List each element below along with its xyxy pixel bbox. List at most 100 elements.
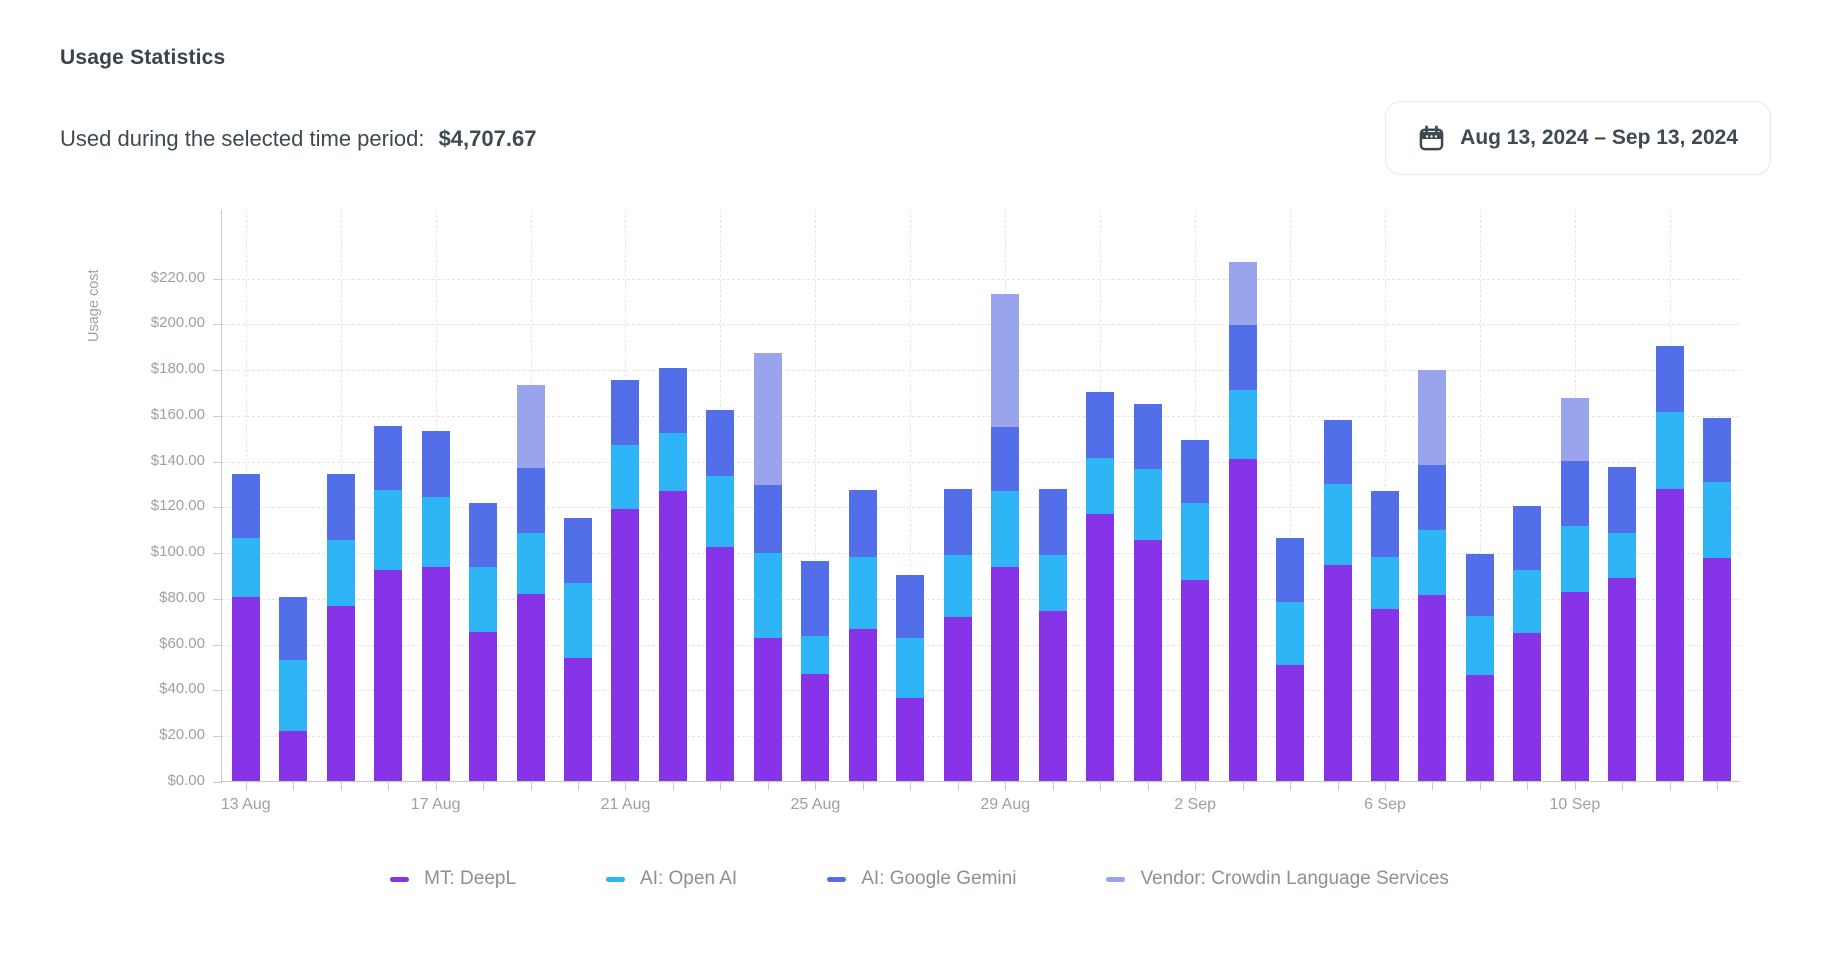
bar-segment-20-Aug[interactable] xyxy=(564,518,593,583)
bar-segment-18-Aug[interactable] xyxy=(469,632,498,781)
date-range-picker-button[interactable]: Aug 13, 2024 – Sep 13, 2024 xyxy=(1385,101,1771,175)
bar-segment-25-Aug[interactable] xyxy=(801,636,830,674)
bar-segment-9-Sep[interactable] xyxy=(1513,506,1542,570)
bar-segment-26-Aug[interactable] xyxy=(848,556,877,629)
bar-segment-13-Sep[interactable] xyxy=(1703,418,1732,483)
bar-segment-5-Sep[interactable] xyxy=(1323,419,1352,484)
bar-segment-8-Sep[interactable] xyxy=(1465,616,1494,676)
bar-segment-6-Sep[interactable] xyxy=(1370,608,1399,781)
bar-segment-23-Aug[interactable] xyxy=(706,410,735,476)
bar-segment-16-Aug[interactable] xyxy=(374,490,403,571)
legend-item[interactable]: AI: Open AI xyxy=(606,868,737,890)
bar-segment-17-Aug[interactable] xyxy=(421,430,450,497)
bar-segment-17-Aug[interactable] xyxy=(421,496,450,568)
bar-segment-20-Aug[interactable] xyxy=(564,658,593,781)
bar-segment-13-Aug[interactable] xyxy=(231,538,260,597)
bar-segment-5-Sep[interactable] xyxy=(1323,564,1352,781)
bar-segment-1-Sep[interactable] xyxy=(1133,539,1162,781)
bar-segment-7-Sep[interactable] xyxy=(1418,370,1447,465)
bar-segment-4-Sep[interactable] xyxy=(1276,602,1305,666)
bar-segment-25-Aug[interactable] xyxy=(801,560,830,637)
bar-segment-14-Aug[interactable] xyxy=(279,731,308,781)
bar-segment-26-Aug[interactable] xyxy=(848,628,877,781)
bar-segment-28-Aug[interactable] xyxy=(943,554,972,617)
bar-segment-29-Aug[interactable] xyxy=(991,567,1020,781)
bar-segment-24-Aug[interactable] xyxy=(753,352,782,485)
bar-segment-3-Sep[interactable] xyxy=(1228,458,1257,781)
bar-segment-21-Aug[interactable] xyxy=(611,444,640,509)
bar-segment-12-Sep[interactable] xyxy=(1655,411,1684,489)
bar-segment-21-Aug[interactable] xyxy=(611,508,640,781)
bar-segment-19-Aug[interactable] xyxy=(516,594,545,781)
bar-segment-9-Sep[interactable] xyxy=(1513,632,1542,781)
legend-item[interactable]: MT: DeepL xyxy=(390,868,516,890)
bar-segment-23-Aug[interactable] xyxy=(706,476,735,547)
bar-segment-29-Aug[interactable] xyxy=(991,294,1020,427)
bar-segment-13-Aug[interactable] xyxy=(231,596,260,781)
bar-segment-1-Sep[interactable] xyxy=(1133,468,1162,540)
bar-segment-27-Aug[interactable] xyxy=(896,698,925,781)
bar-segment-17-Aug[interactable] xyxy=(421,567,450,781)
bar-segment-16-Aug[interactable] xyxy=(374,425,403,491)
bar-segment-30-Aug[interactable] xyxy=(1038,554,1067,611)
bar-segment-26-Aug[interactable] xyxy=(848,490,877,557)
legend-item[interactable]: Vendor: Crowdin Language Services xyxy=(1106,868,1449,890)
bar-segment-8-Sep[interactable] xyxy=(1465,553,1494,617)
bar-segment-6-Sep[interactable] xyxy=(1370,490,1399,557)
bar-segment-21-Aug[interactable] xyxy=(611,379,640,445)
bar-segment-19-Aug[interactable] xyxy=(516,467,545,534)
bar-segment-20-Aug[interactable] xyxy=(564,582,593,659)
bar-segment-9-Sep[interactable] xyxy=(1513,569,1542,633)
bar-segment-15-Aug[interactable] xyxy=(326,606,355,781)
bar-segment-15-Aug[interactable] xyxy=(326,539,355,607)
bar-segment-11-Sep[interactable] xyxy=(1608,532,1637,578)
bar-segment-24-Aug[interactable] xyxy=(753,484,782,553)
bar-segment-14-Aug[interactable] xyxy=(279,660,308,732)
bar-segment-19-Aug[interactable] xyxy=(516,384,545,468)
bar-segment-5-Sep[interactable] xyxy=(1323,483,1352,565)
bar-segment-23-Aug[interactable] xyxy=(706,546,735,781)
bar-segment-13-Sep[interactable] xyxy=(1703,558,1732,781)
bar-segment-29-Aug[interactable] xyxy=(991,490,1020,568)
bar-segment-28-Aug[interactable] xyxy=(943,488,972,555)
bar-segment-8-Sep[interactable] xyxy=(1465,675,1494,781)
bar-segment-31-Aug[interactable] xyxy=(1086,457,1115,514)
bar-segment-30-Aug[interactable] xyxy=(1038,610,1067,781)
bar-segment-25-Aug[interactable] xyxy=(801,673,830,781)
bar-segment-24-Aug[interactable] xyxy=(753,552,782,639)
bar-segment-7-Sep[interactable] xyxy=(1418,464,1447,530)
bar-segment-31-Aug[interactable] xyxy=(1086,392,1115,458)
bar-segment-28-Aug[interactable] xyxy=(943,616,972,781)
bar-segment-11-Sep[interactable] xyxy=(1608,577,1637,781)
bar-segment-7-Sep[interactable] xyxy=(1418,594,1447,781)
bar-segment-22-Aug[interactable] xyxy=(658,432,687,491)
legend-item[interactable]: AI: Google Gemini xyxy=(827,868,1016,890)
bar-segment-19-Aug[interactable] xyxy=(516,533,545,595)
bar-segment-29-Aug[interactable] xyxy=(991,426,1020,491)
bar-segment-27-Aug[interactable] xyxy=(896,575,925,639)
bar-segment-13-Aug[interactable] xyxy=(231,473,260,539)
bar-segment-30-Aug[interactable] xyxy=(1038,488,1067,555)
bar-segment-11-Sep[interactable] xyxy=(1608,466,1637,533)
bar-segment-22-Aug[interactable] xyxy=(658,367,687,433)
bar-segment-22-Aug[interactable] xyxy=(658,490,687,781)
bar-segment-18-Aug[interactable] xyxy=(469,502,498,568)
bar-segment-7-Sep[interactable] xyxy=(1418,529,1447,595)
bar-segment-4-Sep[interactable] xyxy=(1276,537,1305,603)
bar-segment-10-Sep[interactable] xyxy=(1560,398,1589,461)
bar-segment-10-Sep[interactable] xyxy=(1560,460,1589,526)
bar-segment-27-Aug[interactable] xyxy=(896,638,925,699)
bar-segment-6-Sep[interactable] xyxy=(1370,556,1399,609)
bar-segment-14-Aug[interactable] xyxy=(279,596,308,661)
bar-segment-3-Sep[interactable] xyxy=(1228,261,1257,325)
bar-segment-3-Sep[interactable] xyxy=(1228,324,1257,391)
bar-segment-24-Aug[interactable] xyxy=(753,638,782,781)
bar-segment-2-Sep[interactable] xyxy=(1181,502,1210,580)
bar-segment-3-Sep[interactable] xyxy=(1228,390,1257,459)
bar-segment-10-Sep[interactable] xyxy=(1560,525,1589,593)
bar-segment-2-Sep[interactable] xyxy=(1181,439,1210,503)
bar-segment-4-Sep[interactable] xyxy=(1276,665,1305,781)
bar-segment-2-Sep[interactable] xyxy=(1181,579,1210,781)
bar-segment-13-Sep[interactable] xyxy=(1703,482,1732,559)
bar-segment-10-Sep[interactable] xyxy=(1560,592,1589,781)
